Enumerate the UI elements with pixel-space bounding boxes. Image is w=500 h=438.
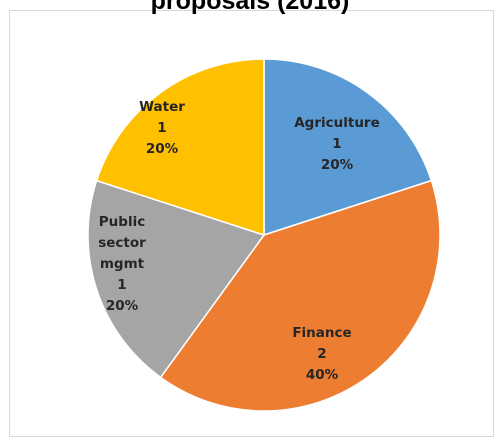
pie-slice-public-sector-mgmt	[87, 179, 266, 379]
data-label-line: 40%	[306, 367, 339, 383]
data-label-water: Water 1 20%	[139, 99, 185, 157]
data-label-line: Public	[99, 214, 145, 230]
pie-slice-agriculture	[263, 58, 433, 237]
data-label-line: mgmt	[100, 256, 145, 272]
pie-slice-finance	[159, 179, 441, 412]
chart-area-border	[9, 10, 494, 437]
data-label-line: 1	[332, 136, 341, 152]
data-label-finance: Finance 2 40%	[292, 325, 351, 383]
data-label-line: 20%	[106, 298, 139, 314]
data-label-line: 2	[317, 346, 326, 362]
data-label-line: 20%	[321, 157, 354, 173]
data-label-line: Agriculture	[294, 115, 380, 131]
data-label-line: 1	[157, 120, 166, 136]
pie-slice-water	[95, 58, 265, 237]
data-label-agriculture: Agriculture 1 20%	[294, 115, 380, 173]
data-label-line: Finance	[292, 325, 351, 341]
data-label-line: 1	[117, 277, 126, 293]
data-label-public-sector-mgmt: Public sector mgmt 1 20%	[98, 214, 146, 314]
data-label-line: sector	[98, 235, 146, 251]
chart-title: proposals (2016)	[150, 0, 350, 15]
data-label-line: Water	[139, 99, 185, 115]
data-label-line: 20%	[146, 141, 179, 157]
